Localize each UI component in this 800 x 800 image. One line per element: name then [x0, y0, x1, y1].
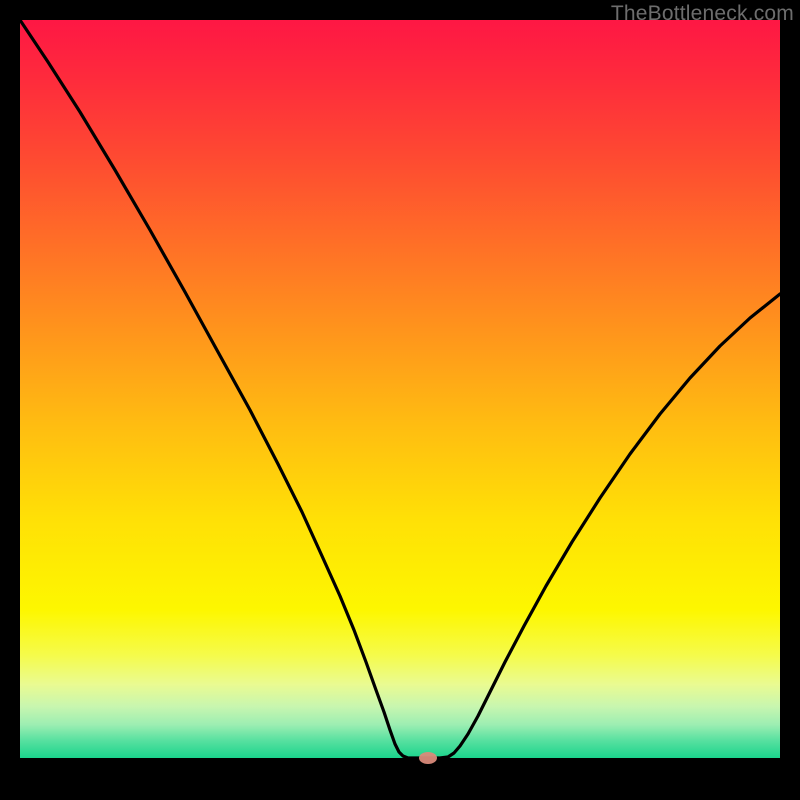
- bottleneck-chart: TheBottleneck.com: [0, 0, 800, 800]
- watermark-text: TheBottleneck.com: [611, 2, 794, 26]
- chart-svg: [0, 0, 800, 800]
- optimal-point-marker: [419, 752, 437, 764]
- plot-background: [20, 20, 780, 758]
